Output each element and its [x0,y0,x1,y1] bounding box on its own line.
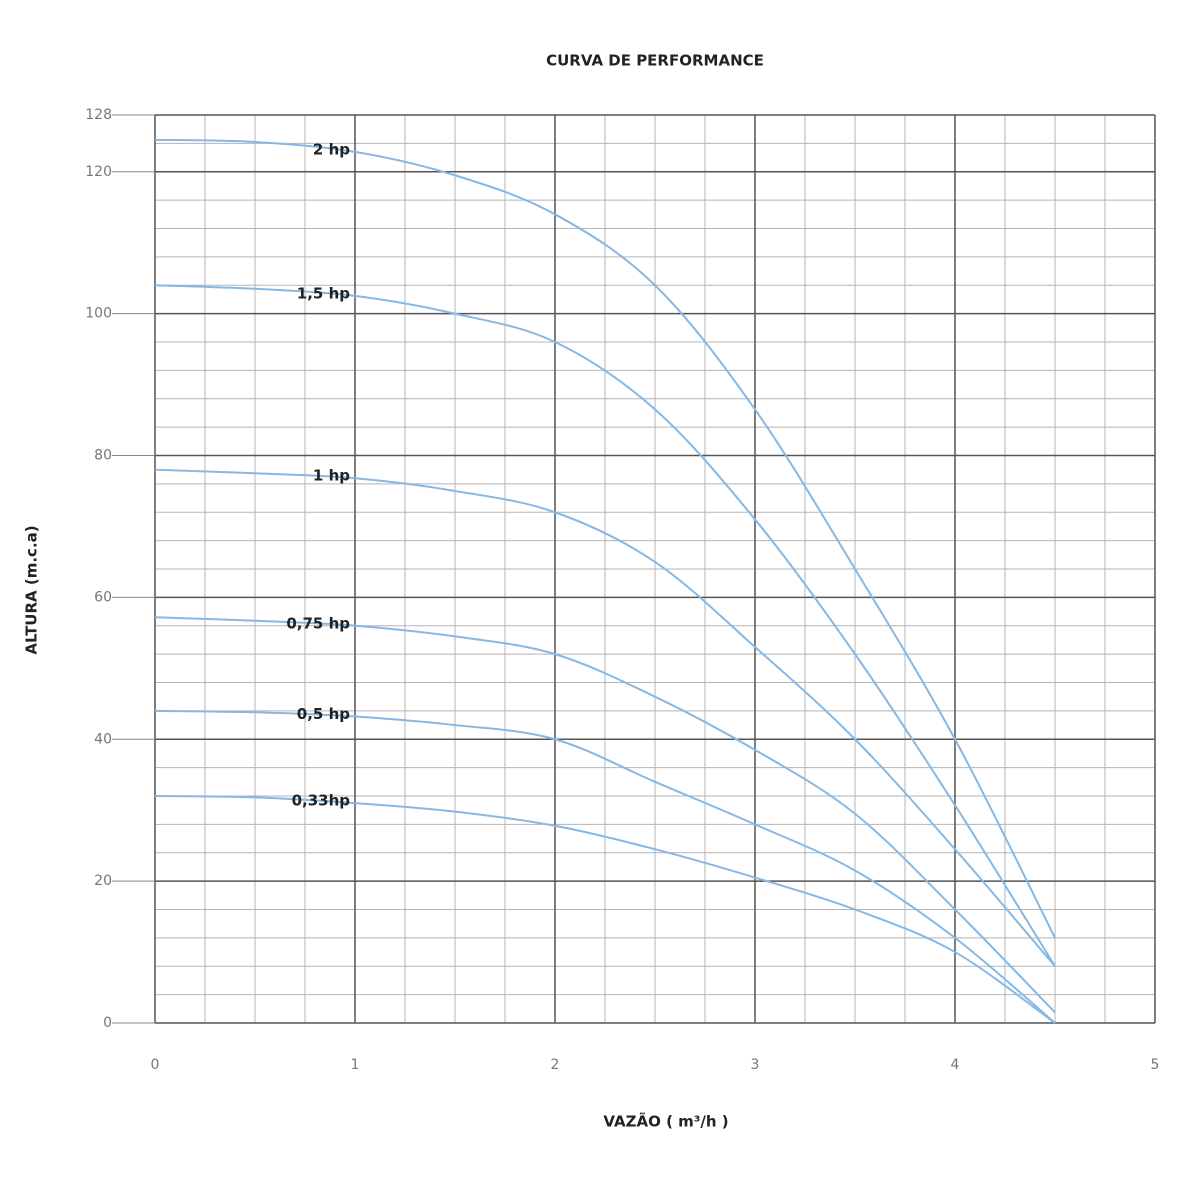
y-tick-label: 120 [85,164,112,180]
curve-label: 1,5 hp [297,284,350,302]
curve [154,709,1056,1024]
curve [154,138,1056,939]
curve-label: 2 hp [313,140,350,158]
y-tick-label: 100 [85,306,112,322]
curve [154,468,1056,967]
y-tick-label: 40 [94,731,112,747]
y-tick-label: 60 [94,589,112,605]
curve-label: 0,33hp [292,792,351,810]
x-tick-label: 1 [351,1057,360,1073]
x-tick-label: 4 [951,1057,960,1073]
chart-title: CURVA DE PERFORMANCE [546,52,764,70]
x-tick-label: 5 [1151,1057,1160,1073]
curve [154,616,1056,1014]
curve [154,284,1056,967]
y-tick-label: 0 [103,1015,112,1031]
curve-label: 0,75 hp [286,614,350,632]
y-tick-label: 20 [94,873,112,889]
curve-label: 1 hp [313,467,350,485]
curve [154,795,1056,1024]
curve-label: 0,5 hp [297,705,350,723]
y-tick-label: 80 [94,448,112,464]
y-tick-label: 128 [85,107,112,123]
x-axis-label: VAZÃO ( m³/h ) [603,1112,728,1131]
x-tick-label: 0 [151,1057,160,1073]
x-tick-label: 2 [551,1057,560,1073]
x-tick-label: 3 [751,1057,760,1073]
y-axis-label: ALTURA (m.c.a) [23,525,41,654]
